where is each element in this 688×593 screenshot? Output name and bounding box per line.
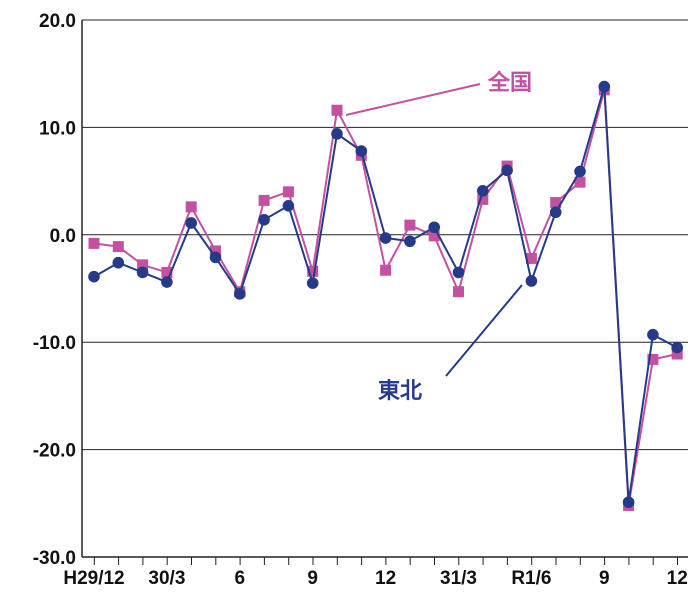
series-layer <box>88 80 683 511</box>
data-point <box>137 259 149 271</box>
series-zenkoku <box>88 84 683 511</box>
data-point <box>331 104 343 116</box>
data-point <box>647 328 659 341</box>
data-point <box>210 245 221 257</box>
x-tick-label: 30/3 <box>148 568 185 589</box>
data-point <box>258 194 270 206</box>
y-axis-ticks: 20.0 10.0 0.0 -10.0 -20.0 -30.0 <box>33 11 76 569</box>
data-point <box>355 145 368 157</box>
data-point <box>306 277 319 289</box>
series-line <box>93 89 678 506</box>
data-point <box>379 232 392 244</box>
data-point <box>428 221 441 234</box>
callout-line-zenkoku <box>345 83 481 116</box>
data-point <box>185 217 197 229</box>
data-point <box>404 219 416 231</box>
data-point <box>404 235 416 248</box>
data-point <box>622 496 635 509</box>
y-tick-label: -10.0 <box>33 333 76 354</box>
data-point <box>234 288 246 300</box>
data-point <box>574 176 586 188</box>
data-point <box>185 201 197 213</box>
x-axis-ticks: H29/12 30/3 6 9 12 31/3 R1/6 9 12 <box>63 568 687 589</box>
data-point <box>525 252 537 264</box>
x-tick-label: 12 <box>375 568 396 589</box>
data-point <box>428 230 440 242</box>
series-label-zenkoku: 全国 <box>487 70 532 96</box>
data-point <box>282 200 295 212</box>
data-point <box>671 348 683 360</box>
data-point <box>88 237 100 249</box>
axes <box>81 20 688 565</box>
data-point <box>307 265 319 277</box>
data-point <box>112 241 124 253</box>
data-point <box>258 213 270 226</box>
y-tick-label: 20.0 <box>39 11 76 32</box>
x-tick-label: H29/12 <box>63 568 124 589</box>
data-point <box>647 353 659 365</box>
y-tick-label: 10.0 <box>39 118 76 139</box>
y-tick-label: -30.0 <box>33 548 76 569</box>
x-tick-label: 9 <box>599 568 610 589</box>
series-label-tohoku: 東北 <box>378 379 422 404</box>
x-tick-label: 12 <box>667 568 688 589</box>
data-point <box>550 197 562 209</box>
data-point <box>477 184 489 197</box>
data-point <box>453 286 464 298</box>
data-point <box>477 193 489 205</box>
data-point <box>112 256 125 269</box>
series-callouts: 全国 東北 <box>345 70 532 404</box>
callout-line-tohoku <box>445 284 523 377</box>
y-tick-label: 0.0 <box>50 226 76 247</box>
data-point <box>136 266 149 279</box>
data-point <box>282 186 294 198</box>
data-point <box>380 264 392 276</box>
x-tick-label: 9 <box>307 568 318 589</box>
data-point <box>161 276 173 288</box>
data-point <box>88 270 100 283</box>
data-point <box>598 80 611 93</box>
data-point <box>671 341 683 354</box>
series-tohoku <box>88 80 683 509</box>
y-tick-label: -20.0 <box>33 441 76 462</box>
x-tick-label: 31/3 <box>440 568 477 589</box>
data-point <box>161 266 173 278</box>
data-point <box>549 206 562 219</box>
data-point <box>209 251 222 264</box>
data-point <box>574 165 586 178</box>
x-tick-label: R1/6 <box>511 568 551 589</box>
x-tick-label: 6 <box>235 568 246 589</box>
data-point <box>525 275 538 287</box>
data-point <box>331 128 343 140</box>
data-point <box>452 266 465 279</box>
data-point <box>501 164 513 177</box>
